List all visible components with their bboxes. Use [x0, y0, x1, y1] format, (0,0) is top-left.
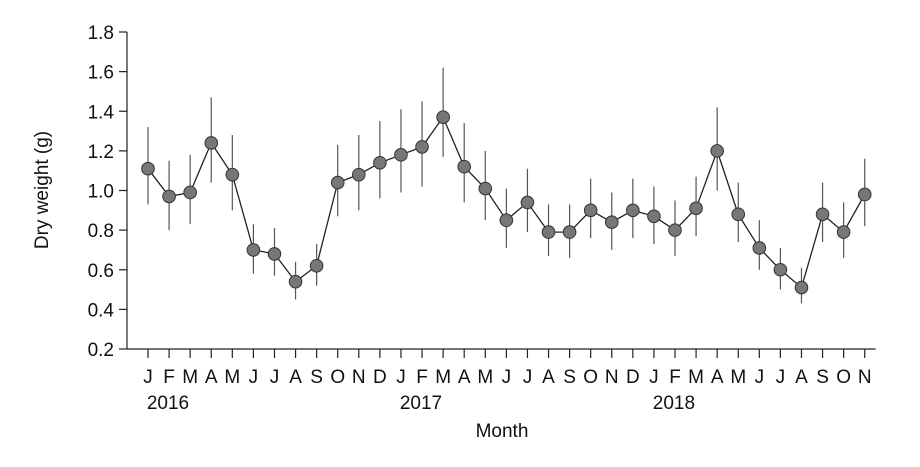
x-tick-label: M [435, 367, 451, 388]
y-tick-label: 0.8 [88, 221, 114, 242]
data-point [794, 280, 809, 295]
data-points [141, 110, 872, 295]
x-tick-label: N [858, 367, 872, 388]
x-tick-label: J [270, 367, 280, 388]
data-point [204, 136, 219, 150]
x-tick-label: M [182, 367, 198, 388]
data-point [309, 258, 324, 273]
x-tick-label: M [688, 367, 704, 388]
data-point [668, 223, 682, 237]
y-axis: 0.2 0.4 0.6 0.8 1.0 1.2 1.4 1.6 1.8 [88, 23, 128, 361]
y-tick-label: 0.6 [88, 261, 114, 282]
data-point [689, 201, 703, 216]
x-tick-label: F [163, 367, 175, 388]
x-tick-label: M [224, 367, 240, 388]
x-tick-label: D [626, 367, 640, 388]
data-point [330, 175, 345, 190]
x-tick-label: N [605, 367, 619, 388]
x-tick-label: J [776, 367, 786, 388]
x-tick-label: F [416, 367, 428, 388]
x-tick-label: J [755, 367, 765, 388]
data-point [731, 207, 746, 222]
data-point [626, 203, 640, 218]
data-point [162, 189, 176, 204]
y-tick-label: 0.4 [88, 300, 115, 321]
x-year-label: 2016 [147, 393, 189, 414]
x-tick-label: J [143, 367, 153, 388]
data-point [394, 148, 408, 162]
y-tick-label: 1.4 [88, 102, 115, 123]
data-point [520, 195, 535, 210]
data-point [583, 203, 598, 218]
x-tick-label: N [352, 367, 366, 388]
y-tick-label: 1.8 [88, 23, 114, 44]
data-point [836, 225, 851, 239]
y-tick-label: 0.2 [88, 340, 114, 361]
x-tick-label: S [816, 367, 829, 388]
data-point [457, 159, 472, 174]
x-tick-label: M [730, 367, 746, 388]
x-tick-label: A [458, 367, 471, 388]
data-point [415, 140, 429, 154]
x-tick-label: O [836, 367, 851, 388]
x-tick-label: F [669, 367, 681, 388]
y-tick-label: 1.6 [88, 63, 114, 84]
data-point [183, 185, 197, 200]
data-point [352, 167, 366, 182]
x-tick-label: O [583, 367, 598, 388]
data-point [647, 209, 661, 224]
x-tick-label: S [563, 367, 576, 388]
data-point [562, 225, 577, 239]
x-axis-title: Month [476, 421, 529, 442]
x-year-label: 2017 [400, 393, 442, 414]
x-tick-label: J [523, 367, 533, 388]
data-point [499, 213, 514, 228]
data-point [815, 207, 830, 222]
x-tick-label: A [542, 367, 555, 388]
x-tick-label: J [396, 367, 406, 388]
x-year-label: 2018 [653, 393, 695, 414]
data-point [541, 225, 556, 239]
data-point [246, 243, 261, 257]
x-tick-label: J [249, 367, 259, 388]
x-tick-label: A [205, 367, 218, 388]
data-point [436, 110, 450, 124]
data-point [267, 247, 282, 261]
data-point [752, 241, 767, 255]
data-point [141, 161, 155, 176]
data-point [604, 215, 619, 229]
data-point [857, 187, 872, 202]
x-tick-label: J [649, 367, 659, 388]
x-tick-label: J [502, 367, 512, 388]
x-tick-label: A [711, 367, 724, 388]
x-tick-label: O [330, 367, 345, 388]
data-point [478, 181, 493, 196]
x-tick-label: A [795, 367, 808, 388]
x-tick-label: A [289, 367, 302, 388]
data-point [288, 274, 303, 289]
x-tick-label: D [373, 367, 387, 388]
y-axis-title: Dry weight (g) [32, 131, 53, 249]
data-point [373, 155, 387, 170]
data-point [710, 144, 724, 158]
y-tick-label: 1.2 [88, 142, 114, 163]
x-tick-label: S [310, 367, 323, 388]
data-point [773, 262, 788, 277]
data-point [225, 167, 240, 182]
y-tick-label: 1.0 [88, 182, 114, 203]
error-bars [147, 67, 866, 304]
x-tick-label: M [477, 367, 493, 388]
